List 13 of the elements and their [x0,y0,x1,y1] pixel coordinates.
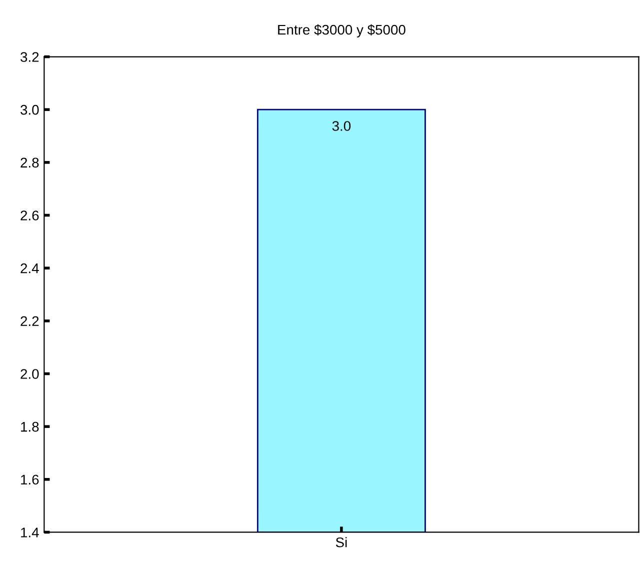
chart-title: Entre $3000 y $5000 [278,24,406,38]
y-tick-label: 3.0 [20,104,39,115]
y-tick-label: 2.4 [20,263,39,274]
y-tick-label: 2.6 [20,210,39,220]
x-tick-label: Si [336,537,347,548]
y-tick-label: 1.4 [21,528,39,538]
y-tick-label: 2.2 [20,316,39,326]
y-tick-label: 2.8 [20,158,39,168]
y-tick-label: 1.6 [21,474,39,485]
y-tick-label: 3.2 [20,52,39,62]
data-label: 3.0 [332,121,351,131]
y-tick-label: 1.8 [21,422,39,432]
y-tick-label: 2.0 [20,369,39,379]
